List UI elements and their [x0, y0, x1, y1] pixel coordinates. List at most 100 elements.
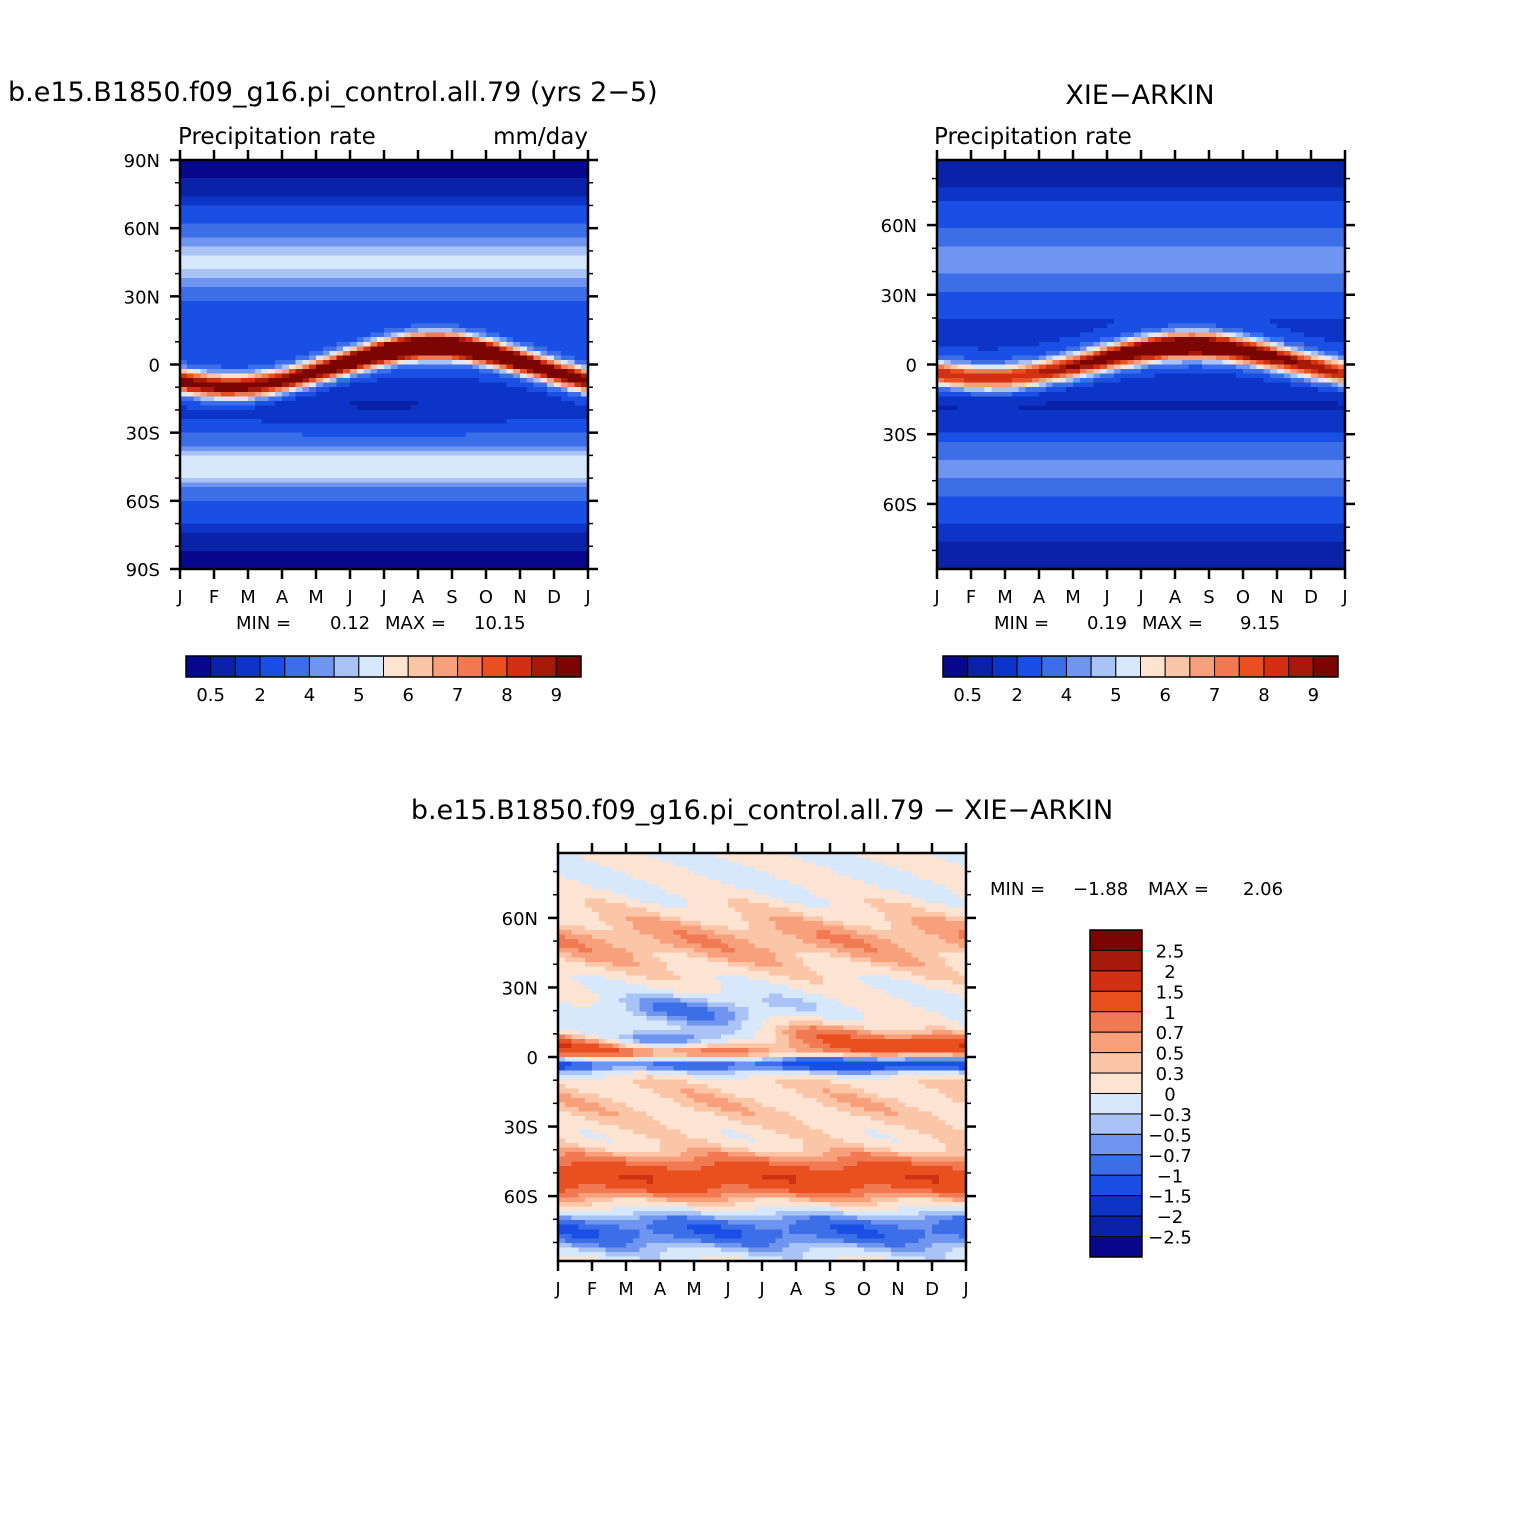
field-cell — [356, 164, 365, 170]
field-cell — [411, 219, 419, 225]
field-cell — [567, 305, 575, 311]
field-cell — [526, 328, 535, 334]
field-cell — [261, 482, 269, 488]
field-cell — [234, 200, 242, 207]
field-cell — [214, 359, 222, 366]
field-cell — [309, 459, 317, 466]
field-cell — [560, 346, 569, 352]
field-cell — [350, 523, 358, 529]
field-cell — [207, 473, 215, 479]
field-cell — [581, 237, 588, 243]
field-cell — [350, 514, 358, 520]
field-cell — [309, 409, 317, 416]
field-cell — [479, 232, 487, 238]
field-cell — [479, 437, 487, 443]
field-cell — [329, 160, 337, 166]
field-cell — [302, 464, 310, 470]
field-cell — [479, 441, 487, 447]
field-cell — [540, 446, 548, 452]
field-cell — [214, 173, 222, 179]
field-cell — [574, 387, 582, 393]
field-cell — [186, 341, 195, 347]
field-cell — [343, 191, 351, 197]
field-cell — [445, 500, 453, 506]
field-cell — [370, 323, 378, 329]
field-cell — [418, 246, 426, 252]
field-cell — [268, 273, 276, 279]
field-cell — [567, 178, 575, 184]
field-cell — [336, 355, 344, 361]
field-cell — [180, 382, 188, 388]
field-cell — [390, 205, 399, 211]
field-cell — [336, 337, 344, 343]
field-cell — [180, 523, 188, 529]
field-cell — [234, 341, 242, 347]
field-cell — [547, 300, 555, 307]
field-cell — [472, 200, 480, 207]
field-cell — [207, 173, 215, 179]
field-cell — [316, 464, 324, 470]
field-cell — [418, 219, 426, 225]
field-cell — [363, 259, 371, 266]
field-cell — [445, 160, 453, 166]
field-cell — [533, 359, 541, 366]
field-cell — [363, 491, 371, 497]
field-cell — [547, 246, 555, 252]
field-cell — [193, 455, 201, 461]
field-cell — [438, 337, 446, 343]
field-cell — [241, 178, 249, 184]
field-cell — [200, 219, 208, 225]
field-cell — [479, 459, 487, 466]
field-cell — [411, 255, 419, 261]
field-cell — [424, 396, 433, 402]
field-cell — [316, 178, 324, 184]
field-cell — [574, 359, 582, 366]
field-cell — [513, 200, 521, 207]
field-cell — [227, 305, 235, 311]
field-cell — [309, 269, 317, 275]
field-cell — [186, 373, 195, 379]
field-cell — [486, 246, 494, 252]
field-cell — [411, 164, 419, 170]
field-cell — [275, 437, 283, 443]
field-cell — [465, 169, 473, 175]
field-cell — [506, 328, 514, 334]
field-cell — [234, 414, 242, 420]
field-cell — [214, 205, 222, 211]
field-cell — [411, 182, 419, 188]
field-cell — [560, 414, 569, 420]
field-cell — [288, 323, 297, 329]
field-cell — [356, 491, 365, 497]
field-cell — [214, 346, 222, 352]
field-cell — [180, 350, 188, 357]
field-cell — [350, 219, 358, 225]
field-cell — [261, 164, 269, 170]
field-cell — [567, 450, 575, 456]
field-cell — [295, 432, 303, 438]
field-cell — [248, 160, 256, 166]
field-cell — [322, 160, 331, 166]
field-cell — [390, 446, 399, 452]
field-cell — [581, 328, 588, 334]
field-cell — [431, 278, 439, 284]
field-cell — [554, 469, 562, 475]
field-cell — [377, 491, 385, 497]
field-cell — [214, 537, 222, 543]
field-cell — [390, 264, 399, 270]
field-cell — [424, 250, 433, 257]
field-cell — [397, 455, 405, 461]
field-cell — [363, 173, 371, 179]
field-cell — [356, 459, 365, 466]
field-cell — [520, 487, 528, 493]
field-cell — [384, 205, 392, 211]
field-cell — [554, 269, 562, 275]
field-cell — [268, 259, 276, 266]
field-cell — [377, 423, 385, 429]
field-cell — [268, 382, 276, 388]
field-cell — [438, 214, 446, 220]
field-cell — [254, 473, 263, 479]
field-cell — [234, 405, 242, 411]
field-cell — [384, 178, 392, 184]
field-cell — [288, 346, 297, 352]
field-cell — [275, 532, 283, 538]
